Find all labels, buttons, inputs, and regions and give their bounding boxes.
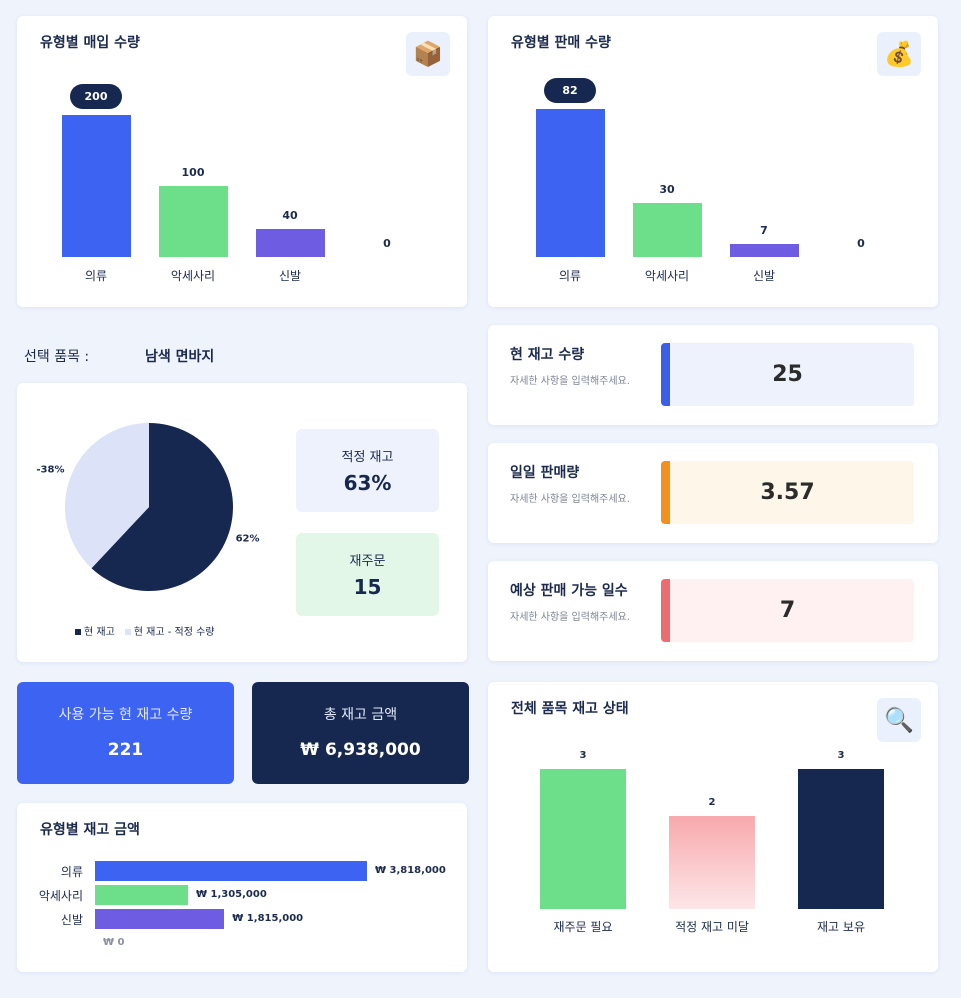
stock-pie-chart: 62% -38% xyxy=(36,423,260,591)
hbar-value-1: ₩ 1,305,000 xyxy=(195,889,267,900)
stock-status-bar-chart: 3 재주문 필요 2 적정 재고 미달 3 재고 보유 xyxy=(488,682,938,972)
sellable-days-value: 7 xyxy=(779,598,796,623)
bar-category-0: 의류 xyxy=(84,269,108,283)
bar-2 xyxy=(255,228,325,257)
daily-sales-card: 일일 판매량 자세한 사항을 입력해주세요. 3.57 xyxy=(488,443,938,543)
total-value-label: 총 재고 금액 xyxy=(323,707,398,723)
status-bar-value-1: 2 xyxy=(708,796,716,808)
stock-value-card: 유형별 재고 금액 의류 ₩ 3,818,000 악세사리 ₩ 1,305,000 신발… xyxy=(17,803,467,972)
hbar-category-0: 의류 xyxy=(60,865,83,879)
sales-bar-chart: 82 의류 30 악세사리 7 신발 0 xyxy=(488,16,938,307)
total-value-tile: 총 재고 금액 ₩ 6,938,000 xyxy=(252,682,469,784)
bar-value-pill-0: 200 xyxy=(70,84,122,109)
hbar-1 xyxy=(95,885,188,905)
current-stock-desc: 자세한 사항을 입력해주세요. xyxy=(510,376,630,387)
hbar-category-2: 신발 xyxy=(60,913,83,927)
bar-value-pill-0: 82 xyxy=(544,78,596,103)
sellable-days-desc: 자세한 사항을 입력해주세요. xyxy=(510,612,630,623)
bar-0 xyxy=(61,115,131,257)
current-stock-accent xyxy=(661,343,670,406)
available-stock-value: 221 xyxy=(107,740,144,760)
hbar-value-3: ₩ 0 xyxy=(103,937,125,948)
purchase-bar-chart: 200 의류 100 악세사리 40 신발 0 xyxy=(17,16,467,307)
selected-item-value[interactable]: 남색 면바지 xyxy=(145,349,215,365)
bar-category-2: 신발 xyxy=(752,269,776,283)
stock-value-title: 유형별 재고 금액 xyxy=(40,822,140,838)
hbar-category-1: 악세사리 xyxy=(38,889,83,903)
proper-stock-label: 적정 재고 xyxy=(341,450,394,465)
sellable-days-card: 예상 판매 가능 일수 자세한 사항을 입력해주세요. 7 xyxy=(488,561,938,661)
sales-chart-title: 유형별 판매 수량 xyxy=(511,35,611,51)
legend-item-current: 현 재고 xyxy=(75,623,115,638)
daily-sales-value-box: 3.57 xyxy=(661,461,914,524)
reorder-tile: 재주문 15 xyxy=(296,533,439,616)
hbar-0 xyxy=(95,861,367,881)
bar-2 xyxy=(729,244,799,257)
status-bar-0 xyxy=(540,769,626,909)
bar-category-1: 악세사리 xyxy=(644,269,690,283)
status-bar-1 xyxy=(669,815,755,909)
status-bar-category-2: 재고 보유 xyxy=(817,920,865,934)
pie-legend: 현 재고 현 재고 - 적정 수량 xyxy=(75,623,215,638)
hbar-2 xyxy=(95,909,225,929)
hbar-value-0: ₩ 3,818,000 xyxy=(375,865,446,876)
stock-value-bar-chart: 의류 ₩ 3,818,000 악세사리 ₩ 1,305,000 신발 ₩ 1,815,00… xyxy=(17,803,467,972)
bar-value-3: 0 xyxy=(857,237,865,250)
bar-1 xyxy=(632,202,702,257)
package-icon: 📦 xyxy=(406,32,450,76)
pie-slice-0 xyxy=(91,423,234,591)
reorder-value: 15 xyxy=(353,575,382,599)
bar-value-1: 30 xyxy=(659,182,675,196)
bar-0 xyxy=(535,109,605,257)
bar-category-1: 악세사리 xyxy=(170,269,216,283)
pie-label-1: -38% xyxy=(36,464,64,475)
bar-value-2: 7 xyxy=(760,224,768,238)
status-bar-category-1: 적정 재고 미달 xyxy=(675,920,749,934)
stock-status-title: 전체 품목 재고 상태 xyxy=(511,701,629,717)
hbar-value-2: ₩ 1,815,000 xyxy=(232,913,304,924)
bar-value-2: 40 xyxy=(282,208,298,222)
reorder-label: 재주문 xyxy=(349,554,386,569)
purchase-chart-card: 유형별 매입 수량 📦 200 의류 100 악세사리 40 신발 0 xyxy=(17,16,467,307)
bar-value-3: 0 xyxy=(383,237,391,250)
available-stock-tile: 사용 가능 현 재고 수량 221 xyxy=(17,682,234,784)
current-stock-title: 현 재고 수량 xyxy=(510,347,585,363)
sellable-days-accent xyxy=(661,579,670,642)
proper-stock-value: 63% xyxy=(343,471,392,495)
selected-item-label: 선택 품목 : xyxy=(24,349,90,365)
legend-item-diff: 현 재고 - 적정 수량 xyxy=(124,623,215,638)
available-stock-label: 사용 가능 현 재고 수량 xyxy=(58,707,193,723)
pie-label-0: 62% xyxy=(236,534,260,545)
sellable-days-title: 예상 판매 가능 일수 xyxy=(510,583,628,599)
bar-1 xyxy=(158,186,228,257)
daily-sales-desc: 자세한 사항을 입력해주세요. xyxy=(510,494,630,505)
daily-sales-value: 3.57 xyxy=(760,480,815,505)
pie-slice-1 xyxy=(65,423,149,569)
current-stock-value: 25 xyxy=(772,362,803,387)
bar-category-2: 신발 xyxy=(278,269,302,283)
magnifier-icon: 🔍 xyxy=(877,698,921,742)
current-stock-value-box: 25 xyxy=(661,343,914,406)
stock-ratio-card: 62% -38% 현 재고 현 재고 - 적정 수량 적정 재고 63% 재주문 … xyxy=(17,383,467,662)
total-value-value: ₩ 6,938,000 xyxy=(300,740,421,760)
current-stock-card: 현 재고 수량 자세한 사항을 입력해주세요. 25 xyxy=(488,325,938,425)
daily-sales-accent xyxy=(661,461,670,524)
status-bar-value-0: 3 xyxy=(579,750,587,761)
status-bar-2 xyxy=(798,769,884,909)
bar-value-1: 100 xyxy=(181,166,205,179)
sales-chart-card: 유형별 판매 수량 💰 82 의류 30 악세사리 7 신발 0 xyxy=(488,16,938,307)
purchase-chart-title: 유형별 매입 수량 xyxy=(40,35,140,51)
proper-stock-tile: 적정 재고 63% xyxy=(296,429,439,512)
status-bar-value-2: 3 xyxy=(837,750,845,761)
sellable-days-value-box: 7 xyxy=(661,579,914,642)
money-bag-icon: 💰 xyxy=(877,32,921,76)
daily-sales-title: 일일 판매량 xyxy=(510,465,580,481)
stock-status-card: 전체 품목 재고 상태 🔍 3 재주문 필요 2 적정 재고 미달 3 재고 보유 xyxy=(488,682,938,972)
status-bar-category-0: 재주문 필요 xyxy=(553,920,613,934)
bar-category-0: 의류 xyxy=(558,269,582,283)
